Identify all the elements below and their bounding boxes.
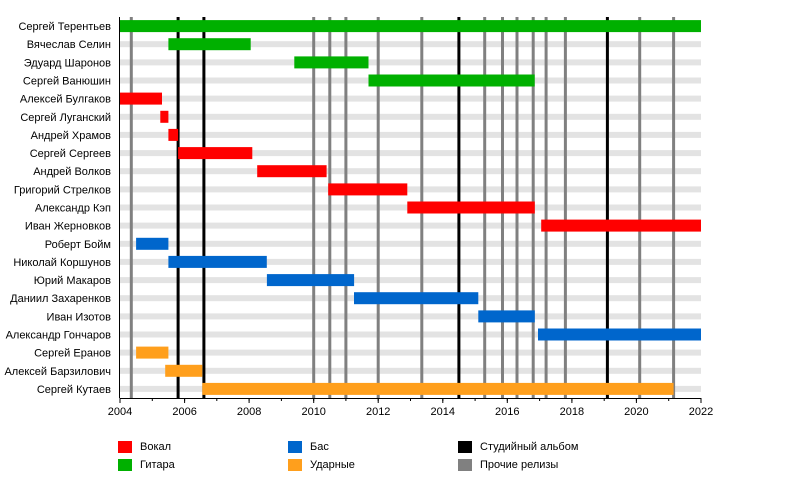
member-label: Даниил Захаренков [10, 293, 111, 305]
row-stripe [120, 258, 701, 265]
member-bar [160, 110, 169, 123]
row-stripe [120, 59, 701, 66]
legend-swatch-bass [288, 441, 302, 453]
legend-label-drums: Ударные [310, 459, 355, 471]
member-label: Григорий Стрелков [14, 184, 111, 196]
legend-item-bass: Бас [288, 441, 329, 453]
row-stripe [120, 95, 701, 102]
member-label: Юрий Макаров [34, 275, 111, 287]
row-stripe [120, 168, 701, 175]
member-label: Эдуард Шаронов [24, 57, 111, 69]
legend-label-guitar: Гитара [140, 459, 175, 471]
row-stripe [120, 150, 701, 157]
member-bar [136, 346, 169, 359]
member-bar [478, 310, 535, 323]
x-tick-label: 2010 [301, 406, 325, 418]
member-bar [168, 255, 267, 268]
member-label: Сергей Сергеев [30, 148, 111, 160]
legend-item-other-releases: Прочие релизы [458, 459, 558, 471]
member-bar [354, 292, 479, 305]
x-tick-label: 2018 [560, 406, 584, 418]
member-bar [178, 147, 253, 160]
member-bar [120, 20, 701, 33]
legend-item-vocals: Вокал [118, 441, 171, 453]
legend-item-studio-album: Студийный альбом [458, 441, 578, 453]
member-label: Роберт Бойм [45, 239, 111, 251]
legend-swatch-other-releases [458, 459, 472, 471]
x-tick-label: 2004 [108, 406, 132, 418]
legend-label-bass: Бас [310, 441, 329, 453]
member-label: Иван Изотов [47, 311, 112, 323]
row-stripe [120, 186, 701, 193]
legend-swatch-guitar [118, 459, 132, 471]
x-tick-label: 2022 [689, 406, 713, 418]
x-tick-label: 2012 [366, 406, 390, 418]
row-stripe [120, 41, 701, 48]
member-label: Андрей Волков [33, 166, 111, 178]
member-label: Сергей Кутаев [37, 384, 111, 396]
member-bar [368, 74, 535, 87]
member-bar [168, 38, 251, 51]
timeline-chart: Сергей Терентьев Вячеслав Селин Эдуард Шар… [4, 17, 713, 418]
member-label: Николай Коршунов [13, 257, 111, 269]
legend-swatch-vocals [118, 441, 132, 453]
legend-swatch-drums [288, 459, 302, 471]
legend-item-drums: Ударные [288, 459, 355, 471]
row-stripe [120, 222, 701, 229]
member-bar [541, 219, 701, 232]
member-label: Сергей Терентьев [18, 21, 111, 33]
member-bar [165, 364, 203, 377]
member-bar [538, 328, 701, 341]
x-tick-label: 2016 [495, 406, 519, 418]
legend-label-studio-album: Студийный альбом [480, 441, 579, 453]
member-label: Андрей Храмов [31, 130, 112, 142]
legend-item-guitar: Гитара [118, 459, 175, 471]
member-bar [407, 201, 535, 214]
row-stripe [120, 131, 701, 138]
member-bar [266, 274, 355, 287]
member-label: Алексей Булгаков [20, 94, 111, 106]
member-label: Александр Кэп [35, 203, 111, 215]
member-bar [136, 237, 169, 250]
member-label: Сергей Луганский [20, 112, 111, 124]
member-bar [294, 56, 369, 69]
legend: Вокал Гитара Бас Ударные Студийный альбо… [0, 440, 800, 480]
legend-swatch-studio-album [458, 441, 472, 453]
x-tick-label: 2014 [431, 406, 455, 418]
x-tick-label: 2008 [237, 406, 261, 418]
member-bar [202, 382, 674, 395]
member-bar [168, 128, 179, 141]
member-bar [328, 183, 408, 196]
member-label: Иван Жерновков [25, 221, 111, 233]
row-stripe [120, 367, 701, 374]
legend-label-vocals: Вокал [140, 441, 172, 453]
member-label: Сергей Ванюшин [23, 76, 111, 88]
member-label: Алексей Барзилович [4, 366, 111, 378]
member-label: Вячеслав Селин [27, 39, 111, 51]
x-tick-label: 2020 [624, 406, 648, 418]
row-stripe [120, 113, 701, 120]
row-stripe [120, 240, 701, 247]
row-stripe [120, 313, 701, 320]
row-stripe [120, 277, 701, 284]
x-tick-label: 2006 [172, 406, 196, 418]
row-stripe [120, 349, 701, 356]
member-bar [257, 165, 327, 178]
member-label: Александр Гончаров [6, 330, 112, 342]
row-stripe [120, 331, 701, 338]
member-label: Сергей Еранов [34, 348, 111, 360]
legend-label-other-releases: Прочие релизы [480, 459, 559, 471]
member-bar [120, 92, 162, 105]
